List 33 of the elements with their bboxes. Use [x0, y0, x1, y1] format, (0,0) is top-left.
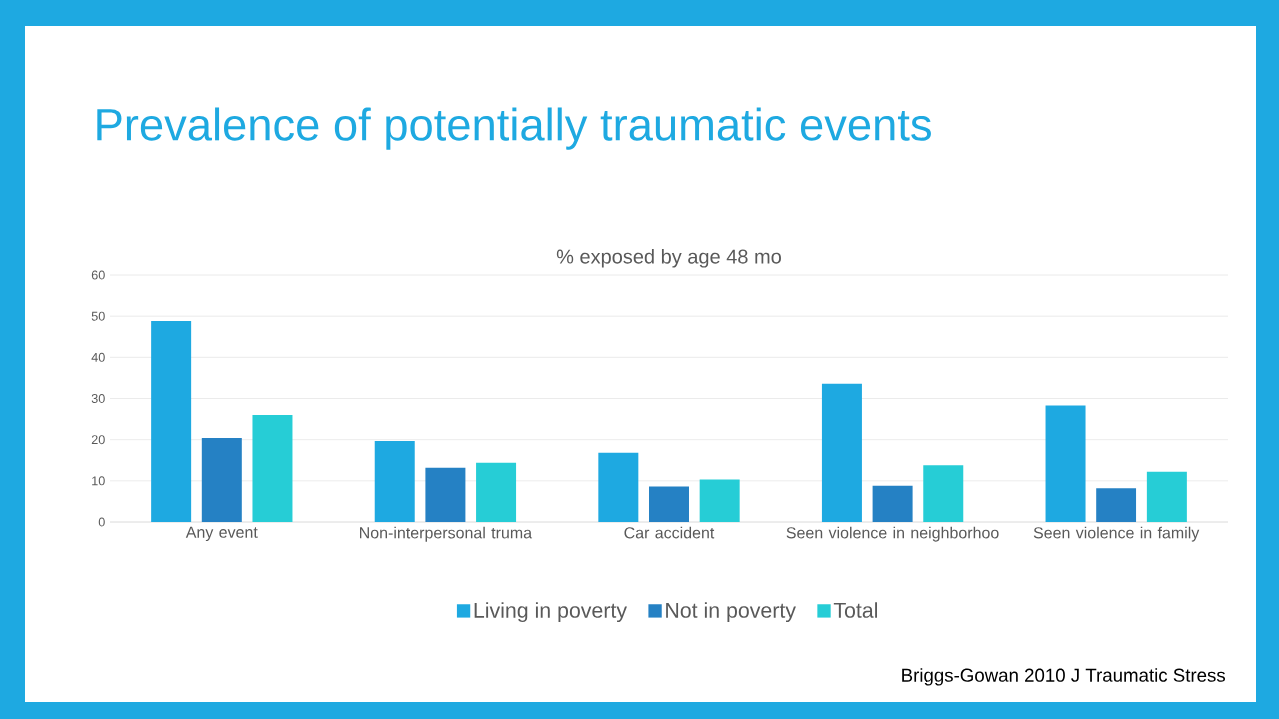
x-tick-label: Seen violence in neighborhoo [786, 526, 999, 542]
y-tick-label: 30 [91, 394, 105, 403]
bar [252, 414, 293, 522]
bar [923, 465, 964, 522]
bar [1146, 471, 1187, 522]
legend-label: Living in poverty [474, 602, 627, 623]
bar [425, 467, 466, 522]
bar [1045, 405, 1086, 522]
y-tick-label: 60 [91, 270, 105, 280]
x-tick-label: Seen violence in family [1033, 526, 1200, 542]
bar [821, 383, 862, 522]
y-tick-label: 50 [91, 311, 105, 321]
x-tick-label: Car accident [624, 526, 715, 539]
text: Briggs-Gowan 2010 J Traumatic Stress [902, 668, 1226, 686]
bar [151, 321, 192, 522]
bar [598, 452, 639, 522]
chart-subtitle: % exposed by age 48 mo [556, 248, 781, 268]
y-tick-label: 40 [91, 352, 105, 362]
bar [872, 485, 913, 522]
x-tick-label: Non-interpersonal truma [360, 526, 533, 542]
legend-label: Total [833, 602, 877, 618]
bar [699, 479, 740, 522]
x-tick-label: Any event [185, 526, 258, 542]
legend-label: Not in poverty [666, 602, 796, 623]
bar [476, 462, 517, 522]
y-tick-label: 0 [98, 517, 105, 527]
bar [201, 438, 242, 522]
bar [374, 440, 415, 522]
y-tick-label: 20 [91, 435, 105, 445]
y-tick-label: 10 [92, 476, 105, 486]
bar [1096, 488, 1137, 522]
bar [649, 486, 689, 522]
chart-title: Prevalence of potentially traumatic events [97, 107, 931, 150]
